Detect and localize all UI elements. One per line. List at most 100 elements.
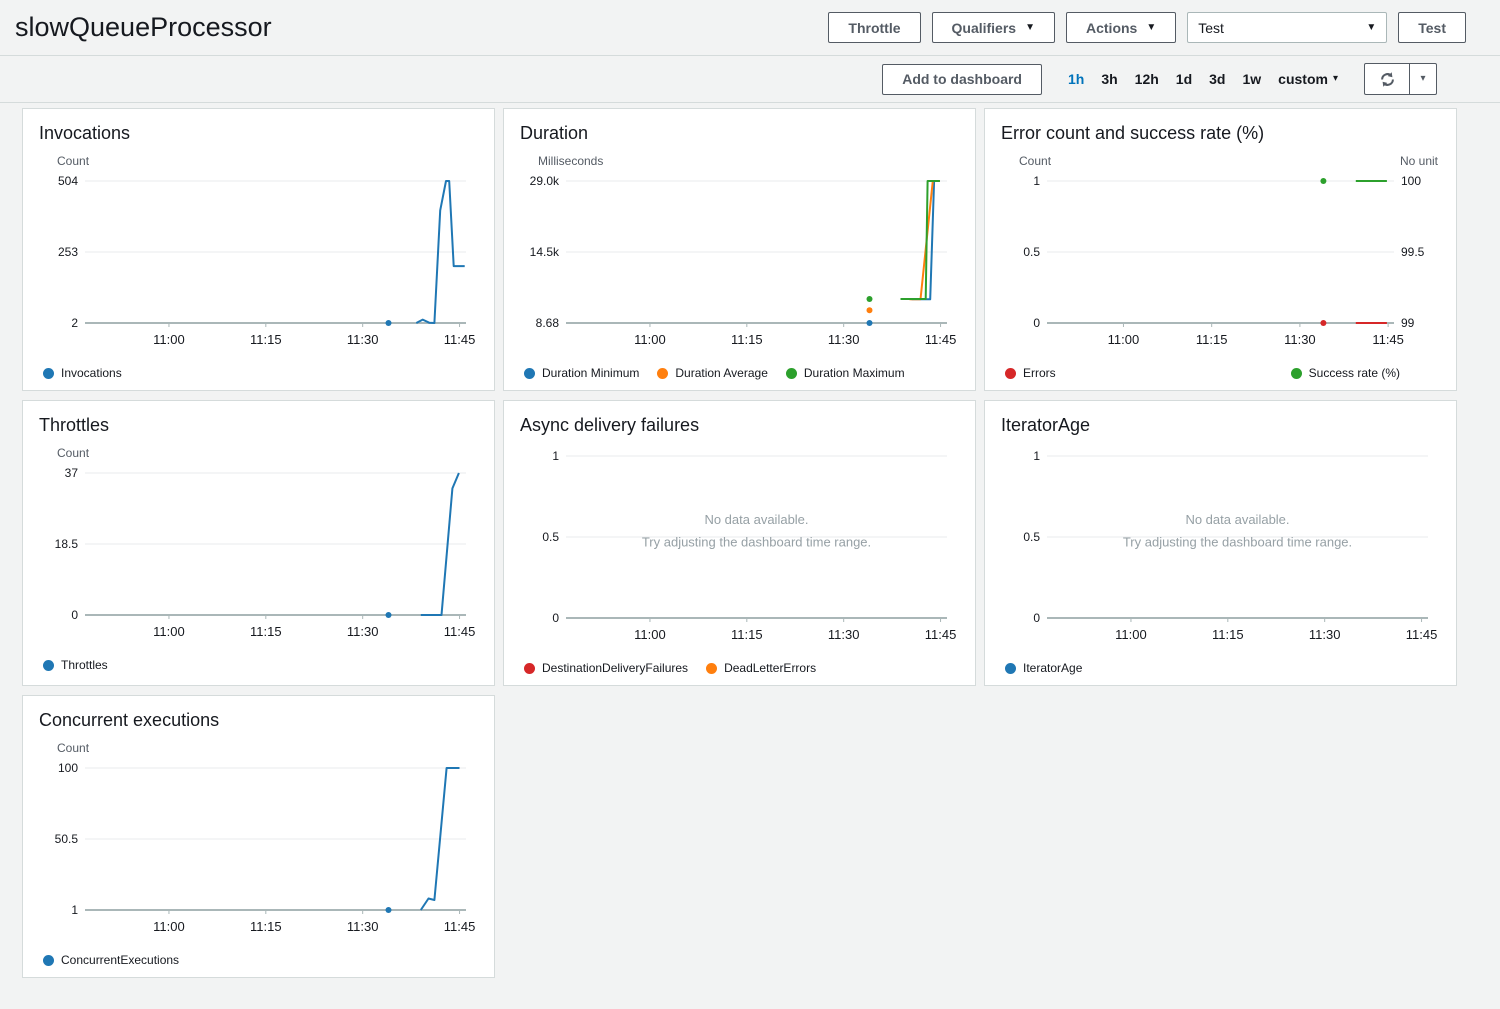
invocations-chart: 504253211:0011:1511:3011:45	[39, 171, 478, 363]
time-range-1h[interactable]: 1h	[1068, 71, 1084, 87]
time-range-selector: 1h 3h 12h 1d 3d 1w custom ▾	[1068, 71, 1338, 87]
actions-button-label: Actions	[1086, 20, 1137, 36]
legend-label: Duration Average	[675, 366, 768, 380]
time-range-custom[interactable]: custom ▾	[1278, 71, 1338, 87]
svg-text:0: 0	[71, 608, 78, 622]
chart-title: Invocations	[39, 123, 478, 144]
actions-button[interactable]: Actions ▼	[1066, 12, 1176, 43]
chart-title: Async delivery failures	[520, 415, 959, 436]
y-axis-unit-label: Count	[57, 446, 89, 460]
svg-text:11:30: 11:30	[347, 624, 379, 639]
time-range-3d[interactable]: 3d	[1209, 71, 1225, 87]
throttle-button[interactable]: Throttle	[828, 12, 920, 43]
chevron-down-icon: ▼	[1025, 23, 1035, 33]
legend-label: Success rate (%)	[1309, 366, 1400, 380]
y-axis-unit-label: Count	[57, 741, 89, 755]
legend-color-dot	[1291, 368, 1302, 379]
chart-legend: Invocations	[43, 366, 478, 380]
legend-color-dot	[43, 955, 54, 966]
legend-item[interactable]: Duration Maximum	[786, 366, 905, 380]
svg-text:11:45: 11:45	[1406, 627, 1438, 642]
svg-text:11:30: 11:30	[347, 919, 379, 934]
svg-text:99.5: 99.5	[1401, 245, 1425, 259]
panel-error-count-success-rate: Error count and success rate (%)CountNo …	[984, 108, 1457, 391]
test-event-select[interactable]: Test ▼	[1187, 12, 1387, 43]
legend-color-dot	[786, 368, 797, 379]
y-axis-unit-label: Milliseconds	[538, 154, 603, 168]
throttles-chart: 3718.5011:0011:1511:3011:45	[39, 463, 478, 655]
chevron-down-icon: ▼	[1366, 23, 1376, 33]
legend-label: IteratorAge	[1023, 661, 1082, 675]
test-button-label: Test	[1418, 20, 1446, 36]
svg-text:14.5k: 14.5k	[530, 245, 560, 259]
legend-item[interactable]: Success rate (%)	[1291, 366, 1400, 380]
legend-item[interactable]: Duration Minimum	[524, 366, 639, 380]
svg-text:11:45: 11:45	[1372, 332, 1404, 347]
svg-text:11:45: 11:45	[925, 627, 957, 642]
chart-legend: Throttles	[43, 658, 478, 672]
legend-item[interactable]: Errors	[1005, 366, 1056, 380]
legend-item[interactable]: ConcurrentExecutions	[43, 953, 179, 967]
legend-item[interactable]: DestinationDeliveryFailures	[524, 661, 688, 675]
svg-text:100: 100	[58, 761, 78, 775]
svg-text:11:45: 11:45	[444, 919, 476, 934]
y-axis-unit-label: Count	[1019, 154, 1051, 168]
legend-item[interactable]: Duration Average	[657, 366, 768, 380]
svg-text:37: 37	[65, 466, 79, 480]
time-range-1d[interactable]: 1d	[1176, 71, 1192, 87]
time-range-custom-label: custom	[1278, 71, 1328, 87]
legend-color-dot	[43, 660, 54, 671]
chart-title: IteratorAge	[1001, 415, 1440, 436]
chevron-down-icon: ▾	[1420, 74, 1425, 84]
legend-label: Throttles	[61, 658, 108, 672]
svg-text:11:45: 11:45	[925, 332, 957, 347]
refresh-button-group: ▾	[1364, 63, 1437, 95]
error-count-success-rate-chart: 10.5010099.59911:0011:1511:3011:45	[1001, 171, 1440, 363]
legend-item[interactable]: DeadLetterErrors	[706, 661, 816, 675]
add-to-dashboard-label: Add to dashboard	[902, 71, 1022, 87]
chart-legend: ConcurrentExecutions	[43, 953, 478, 967]
legend-color-dot	[706, 663, 717, 674]
chart-title: Throttles	[39, 415, 478, 436]
panel-concurrent-executions: Concurrent executionsCount10050.5111:001…	[22, 695, 495, 978]
legend-label: DeadLetterErrors	[724, 661, 816, 675]
legend-item[interactable]: Invocations	[43, 366, 122, 380]
legend-item[interactable]: IteratorAge	[1005, 661, 1082, 675]
qualifiers-button[interactable]: Qualifiers ▼	[932, 12, 1056, 43]
svg-text:29.0k: 29.0k	[530, 174, 560, 188]
svg-text:Try adjusting the dashboard ti: Try adjusting the dashboard time range.	[642, 535, 871, 550]
svg-text:11:30: 11:30	[1309, 627, 1341, 642]
svg-text:11:15: 11:15	[250, 624, 282, 639]
metrics-grid: InvocationsCount504253211:0011:1511:3011…	[0, 103, 1500, 990]
refresh-icon	[1379, 71, 1396, 88]
time-range-12h[interactable]: 12h	[1135, 71, 1159, 87]
svg-text:99: 99	[1401, 316, 1415, 330]
chart-legend: DestinationDeliveryFailures DeadLetterErr…	[524, 661, 959, 675]
legend-color-dot	[43, 368, 54, 379]
svg-text:100: 100	[1401, 174, 1421, 188]
svg-text:504: 504	[58, 174, 78, 188]
panel-iterator-age: IteratorAge10.5011:0011:1511:3011:45No d…	[984, 400, 1457, 686]
concurrent-executions-chart: 10050.5111:0011:1511:3011:45	[39, 758, 478, 950]
time-range-1w[interactable]: 1w	[1242, 71, 1261, 87]
svg-text:11:15: 11:15	[731, 627, 763, 642]
header-actions: Throttle Qualifiers ▼ Actions ▼ Test ▼ T…	[828, 12, 1466, 43]
chart-title: Error count and success rate (%)	[1001, 123, 1440, 144]
svg-text:11:15: 11:15	[1196, 332, 1228, 347]
legend-color-dot	[524, 368, 535, 379]
refresh-button[interactable]	[1364, 63, 1410, 95]
add-to-dashboard-button[interactable]: Add to dashboard	[882, 64, 1042, 95]
legend-item[interactable]: Throttles	[43, 658, 108, 672]
svg-text:Try adjusting the dashboard ti: Try adjusting the dashboard time range.	[1123, 535, 1352, 550]
time-range-3h[interactable]: 3h	[1101, 71, 1117, 87]
svg-text:253: 253	[58, 245, 78, 259]
panel-async-delivery-failures: Async delivery failures10.5011:0011:1511…	[503, 400, 976, 686]
svg-text:8.68: 8.68	[536, 316, 560, 330]
legend-label: Errors	[1023, 366, 1056, 380]
panel-throttles: ThrottlesCount3718.5011:0011:1511:3011:4…	[22, 400, 495, 686]
panel-invocations: InvocationsCount504253211:0011:1511:3011…	[22, 108, 495, 391]
refresh-options-button[interactable]: ▾	[1409, 63, 1437, 95]
legend-label: ConcurrentExecutions	[61, 953, 179, 967]
chevron-down-icon: ▼	[1146, 23, 1156, 33]
test-button[interactable]: Test	[1398, 12, 1466, 43]
